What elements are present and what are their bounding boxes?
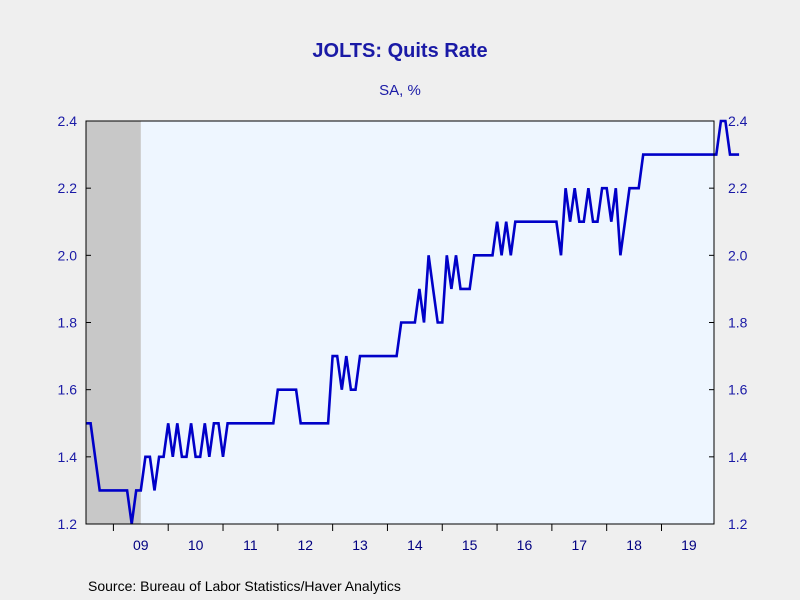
- series-line-quits-rate: [86, 119, 740, 525]
- y-tick-label-left: 1.4: [58, 449, 78, 465]
- x-tick-label: 19: [681, 537, 697, 553]
- x-tick-label: 15: [462, 537, 478, 553]
- x-tick-label: 11: [243, 537, 258, 553]
- y-axis-right: 1.2 1.4 1.6 1.8 2.0 2.2 2.4: [709, 113, 748, 532]
- y-tick-label-right: 1.8: [728, 315, 748, 331]
- recession-shading: [86, 121, 141, 524]
- x-tick-label: 14: [407, 537, 423, 553]
- y-tick-label-right: 1.2: [728, 516, 748, 532]
- y-tick-label-left: 1.8: [58, 315, 78, 331]
- y-tick-label-right: 2.4: [728, 113, 748, 129]
- x-tick-label: 13: [352, 537, 368, 553]
- x-tick-label: 12: [297, 537, 313, 553]
- y-tick-label-left: 1.2: [58, 516, 78, 532]
- chart-title: JOLTS: Quits Rate: [312, 40, 487, 62]
- y-tick-label-right: 1.6: [728, 382, 748, 398]
- x-tick-label: 17: [571, 537, 587, 553]
- chart-subtitle: SA, %: [379, 82, 421, 99]
- y-tick-label-right: 1.4: [728, 449, 748, 465]
- y-tick-label-right: 2.0: [728, 247, 748, 263]
- source-note: Source: Bureau of Labor Statistics/Haver…: [88, 578, 401, 594]
- x-tick-label: 18: [626, 537, 642, 553]
- plot-frame: [85, 120, 715, 525]
- y-tick-label-left: 1.6: [58, 382, 78, 398]
- y-tick-label-left: 2.2: [58, 180, 78, 196]
- y-tick-label-right: 2.2: [728, 180, 748, 196]
- x-axis: 09 10 11 12 13 14 15 16 17 18 19: [112, 524, 697, 553]
- y-axis-left: 1.2 1.4 1.6 1.8 2.0 2.2 2.4: [58, 113, 91, 532]
- y-tick-label-left: 2.0: [58, 247, 78, 263]
- x-tick-label: 10: [188, 537, 204, 553]
- x-tick-label: 09: [133, 537, 149, 553]
- x-tick-label: 16: [517, 537, 533, 553]
- y-tick-label-left: 2.4: [58, 113, 78, 129]
